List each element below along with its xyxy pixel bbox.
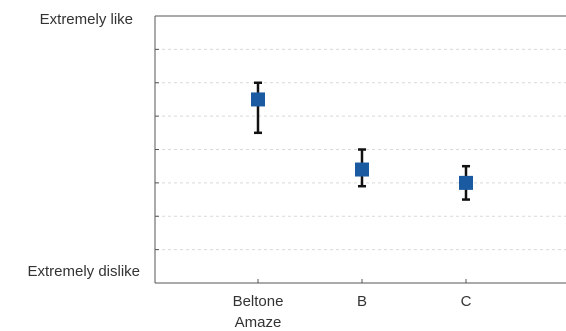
- axes: [154, 15, 566, 284]
- data-point-marker: [251, 92, 265, 107]
- x-tick-label-line: Amaze: [235, 314, 282, 331]
- x-tick-label-line: B: [357, 293, 367, 310]
- x-tick-label: C: [461, 293, 472, 310]
- x-tick-label-line: Beltone: [233, 293, 284, 310]
- x-tick-label-line: C: [461, 293, 472, 310]
- y-label-bottom: Extremely dislike: [27, 263, 140, 280]
- data-point-marker: [459, 175, 473, 190]
- x-axis-tick-labels: Beltone Amaze B C: [233, 293, 472, 331]
- x-tick-label: B: [357, 293, 367, 310]
- data-marks: [251, 81, 473, 201]
- data-point-marker: [355, 162, 369, 177]
- y-label-top: Extremely like: [40, 11, 133, 28]
- x-tick-label: Beltone Amaze: [233, 293, 284, 331]
- y-axis-labels: Extremely like Extremely dislike: [27, 11, 140, 280]
